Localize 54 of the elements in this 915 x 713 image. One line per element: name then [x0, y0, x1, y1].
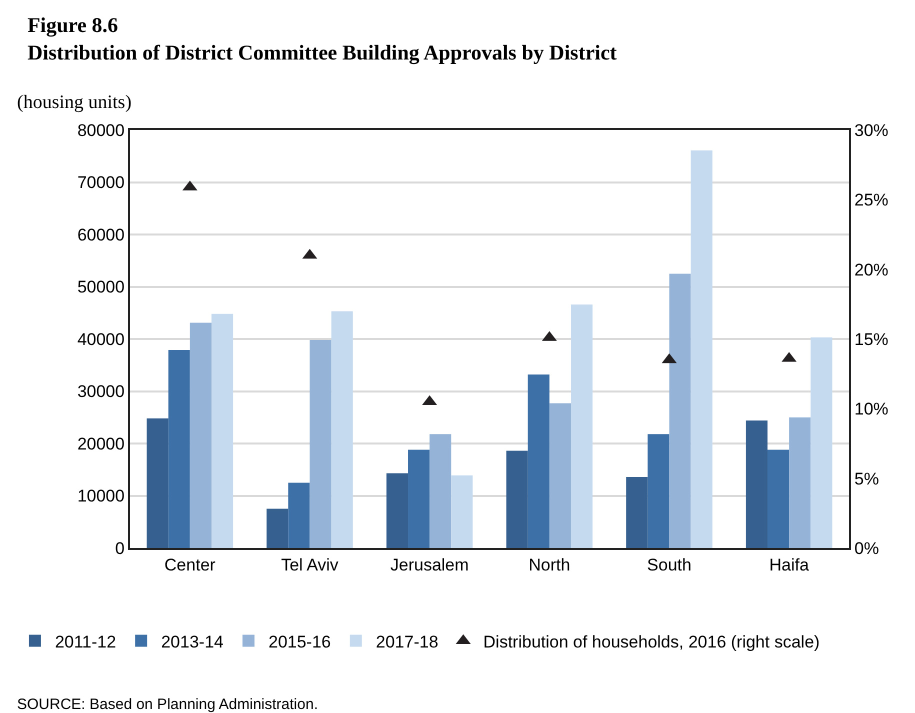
bar: [211, 314, 234, 548]
bar: [789, 417, 811, 548]
y-tick-label: 10000: [77, 486, 125, 506]
y2-tick-label: 30%: [854, 120, 888, 140]
y-tick-label: 70000: [77, 173, 125, 192]
bar: [451, 475, 473, 548]
bar: [746, 420, 768, 548]
y-tick-label: 60000: [77, 225, 125, 244]
bar: [549, 403, 571, 548]
y2-tick-label: 25%: [854, 190, 888, 210]
bar: [430, 434, 452, 548]
y2-tick-label: 15%: [854, 330, 888, 349]
bar: [626, 476, 648, 548]
y-tick-label: 80000: [77, 120, 125, 140]
legend-label: 2017-18: [376, 632, 438, 652]
bar: [768, 450, 790, 548]
bar: [810, 337, 832, 548]
y-tick-label: 0: [115, 538, 125, 558]
x-tick-label: South: [647, 555, 692, 574]
legend-label: Distribution of households, 2016 (right scale): [483, 632, 820, 652]
source-note: SOURCE: Based on Planning Administration.: [17, 696, 318, 713]
y-tick-label: 30000: [77, 382, 125, 402]
x-tick-label: North: [528, 555, 570, 574]
y-tick-label: 20000: [77, 434, 125, 454]
bar: [288, 482, 310, 548]
legend-label: 2015-16: [268, 632, 331, 652]
legend-label: 2013-14: [161, 632, 224, 652]
bar: [408, 450, 430, 548]
bar: [570, 304, 593, 548]
bar: [506, 450, 528, 548]
bar: [310, 340, 332, 548]
x-tick-label: Tel Aviv: [281, 555, 339, 574]
y2-tick-label: 10%: [854, 400, 888, 419]
chart-subtitle: (housing units): [17, 92, 132, 113]
bar: [690, 150, 712, 548]
y-tick-label: 40000: [77, 330, 125, 349]
bar: [146, 418, 168, 548]
bar: [190, 322, 212, 548]
y2-tick-label: 20%: [854, 260, 888, 280]
bar: [168, 350, 190, 548]
x-tick-label: Center: [164, 555, 216, 574]
bar: [528, 374, 550, 548]
bar: [331, 311, 353, 548]
y2-tick-label: 0%: [854, 538, 879, 558]
bar: [648, 434, 670, 548]
bar: [669, 274, 691, 548]
y-tick-label: 50000: [77, 278, 125, 297]
y2-tick-label: 5%: [854, 469, 879, 488]
chart-title: Figure 8.6 Distribution of District Committee Building Approvals by District: [27, 13, 617, 64]
bar: [386, 473, 408, 548]
x-tick-label: Jerusalem: [390, 555, 469, 574]
legend-label: 2011-12: [54, 632, 116, 652]
bar: [266, 508, 288, 548]
x-tick-label: Haifa: [769, 555, 810, 574]
